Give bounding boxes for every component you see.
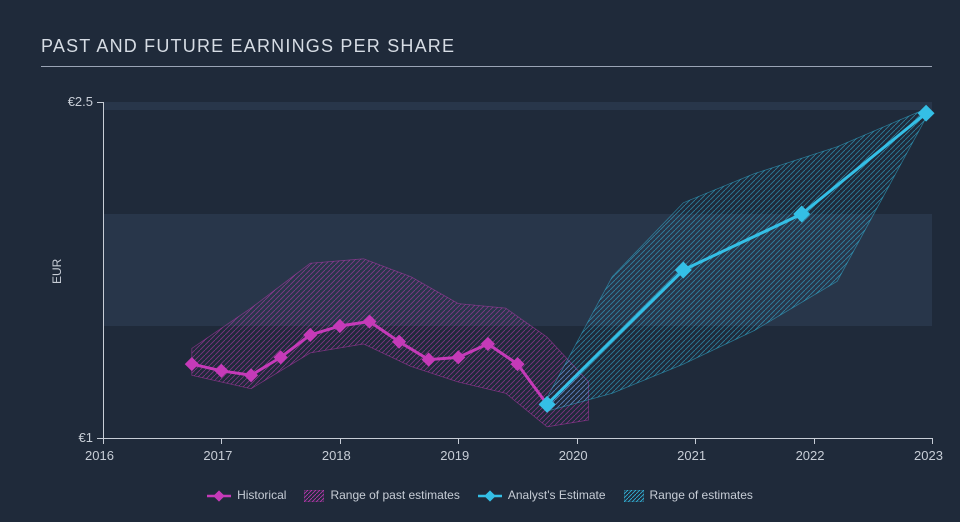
x-tick xyxy=(340,438,341,444)
legend-swatch-line xyxy=(207,489,231,501)
x-tick xyxy=(458,438,459,444)
x-tick xyxy=(103,438,104,444)
legend-label: Range of past estimates xyxy=(330,488,459,502)
x-tick-label: 2017 xyxy=(203,448,232,463)
x-tick-label: 2022 xyxy=(796,448,825,463)
legend-item: Analyst's Estimate xyxy=(478,488,606,502)
legend-item: Historical xyxy=(207,488,286,502)
legend-item: Range of past estimates xyxy=(304,488,459,502)
x-tick-label: 2018 xyxy=(322,448,351,463)
x-tick-label: 2021 xyxy=(677,448,706,463)
x-tick xyxy=(577,438,578,444)
x-tick xyxy=(932,438,933,444)
legend-swatch-hatch xyxy=(304,489,324,501)
y-tick xyxy=(97,102,103,103)
x-tick-label: 2023 xyxy=(914,448,943,463)
x-tick xyxy=(814,438,815,444)
x-tick xyxy=(695,438,696,444)
y-tick xyxy=(97,438,103,439)
legend-swatch-line xyxy=(478,489,502,501)
y-tick-label: €1 xyxy=(79,430,93,445)
x-axis xyxy=(103,438,932,439)
y-axis-title: EUR xyxy=(50,259,64,284)
legend: Historical Range of past estimates Analyst… xyxy=(0,488,960,502)
x-tick-label: 2020 xyxy=(559,448,588,463)
y-tick-label: €2.5 xyxy=(68,94,93,109)
x-tick-label: 2016 xyxy=(85,448,114,463)
range-estimates xyxy=(547,109,926,411)
legend-label: Historical xyxy=(237,488,286,502)
plot-svg xyxy=(0,0,960,522)
x-tick xyxy=(221,438,222,444)
x-tick-label: 2019 xyxy=(440,448,469,463)
legend-label: Analyst's Estimate xyxy=(508,488,606,502)
legend-item: Range of estimates xyxy=(624,488,753,502)
legend-swatch-hatch xyxy=(624,489,644,501)
eps-chart: PAST AND FUTURE EARNINGS PER SHARE201620… xyxy=(0,0,960,522)
range-past-estimates xyxy=(192,259,589,427)
y-axis xyxy=(103,102,104,438)
legend-label: Range of estimates xyxy=(650,488,753,502)
